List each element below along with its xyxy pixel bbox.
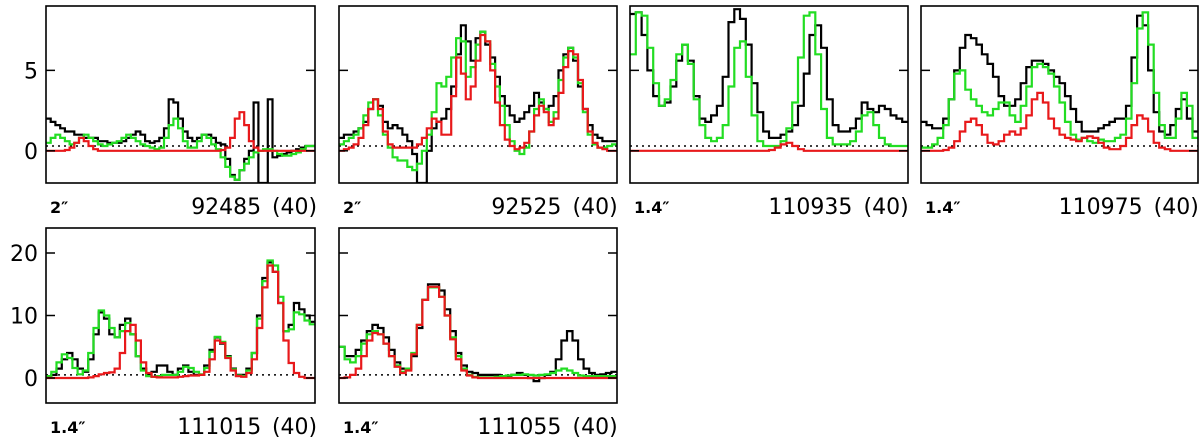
panel-frame (45, 5, 316, 184)
frequency-label: 110935 (768, 195, 852, 220)
frequency-label: 111015 (177, 415, 261, 440)
spectrum-panel: 0 10 20 1.4″ 111015 (40) (10, 227, 317, 440)
observed-spectrum (46, 98, 315, 183)
beam-size-label: 2″ (343, 198, 361, 217)
y-tick-label: 5 (24, 59, 38, 84)
panel-frame (45, 227, 316, 404)
observed-spectrum (46, 261, 315, 378)
frequency-label: 92525 (491, 195, 561, 220)
spectrum-panel: 1.4″ 110935 (40) (629, 5, 909, 220)
beam-size-label: 1.4″ (634, 198, 670, 217)
spectrum-panel: 0 5 2″ 92485 (40) (24, 5, 317, 220)
channels-label: (40) (272, 415, 317, 440)
beam-size-label: 1.4″ (343, 418, 379, 437)
model-total-spectrum (339, 30, 617, 172)
spectrum-panel: 2″ 92525 (40) (338, 5, 618, 220)
channels-label: (40) (573, 415, 618, 440)
model-component-spectrum (46, 111, 315, 152)
model-total-spectrum (46, 117, 315, 181)
frequency-label: 111055 (477, 415, 561, 440)
model-component-spectrum (339, 33, 617, 152)
observed-spectrum (630, 8, 908, 139)
frequency-label: 92485 (191, 195, 261, 220)
model-component-spectrum (630, 141, 908, 152)
panel-frame (629, 5, 909, 184)
model-component-spectrum (339, 285, 617, 380)
y-tick-label: 20 (10, 242, 38, 267)
channels-label: (40) (272, 195, 317, 220)
model-total-spectrum (339, 286, 617, 379)
beam-size-label: 2″ (50, 198, 68, 217)
panel-frame (920, 5, 1199, 184)
model-component-spectrum (921, 91, 1198, 152)
observed-spectrum (339, 24, 617, 183)
spectrum-panel: 1.4″ 110975 (40) (920, 5, 1199, 220)
frequency-label: 110975 (1059, 195, 1143, 220)
panel-frame (338, 227, 618, 404)
y-tick-label: 10 (10, 305, 38, 330)
beam-size-label: 1.4″ (50, 418, 86, 437)
y-tick-label: 0 (24, 367, 38, 392)
observed-spectrum (921, 14, 1198, 136)
model-total-spectrum (630, 11, 908, 148)
channels-label: (40) (1154, 195, 1199, 220)
channels-label: (40) (864, 195, 909, 220)
model-component-spectrum (46, 264, 315, 380)
channels-label: (40) (573, 195, 618, 220)
panel-frame (338, 5, 618, 184)
y-tick-label: 0 (24, 140, 38, 165)
observed-spectrum (339, 283, 617, 383)
model-total-spectrum (46, 259, 315, 378)
model-total-spectrum (921, 11, 1198, 149)
beam-size-label: 1.4″ (925, 198, 961, 217)
spectrum-panel: 1.4″ 111055 (40) (338, 227, 618, 440)
